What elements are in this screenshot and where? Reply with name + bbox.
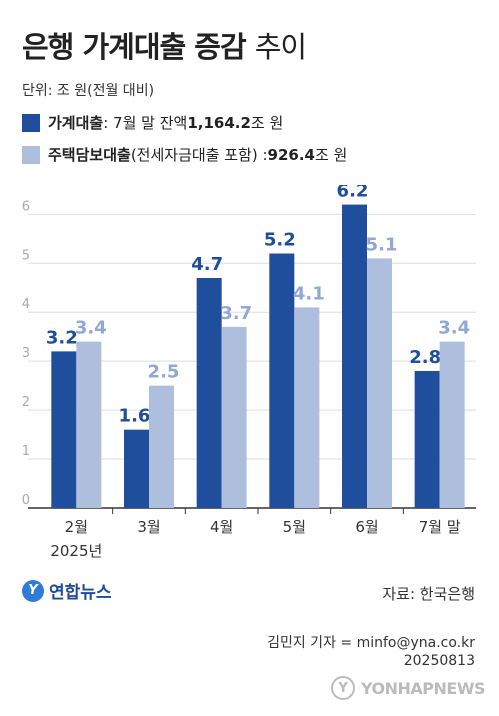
chart-title: 은행 가계대출 증감 추이 xyxy=(22,24,307,66)
data-label: 3.7 xyxy=(220,303,252,324)
yonhap-logo-text: 연합뉴스 xyxy=(49,583,112,603)
legend-desc-mortgage: (전세자금대출 포함) : xyxy=(130,146,268,164)
legend-value-household: 1,164.2 xyxy=(187,113,251,132)
year-label: 2025년 xyxy=(50,542,102,560)
date-line: 20250813 xyxy=(403,653,475,669)
credit-block: 김민지 기자 = minfo@yna.co.kr 20250813 xyxy=(267,634,475,670)
y-tick-label: 2 xyxy=(22,395,30,410)
y-tick-label: 6 xyxy=(22,199,30,214)
legend-item-mortgage: 주택담보대출 (전세자금대출 포함) : 926.4 조 원 xyxy=(22,144,347,165)
y-tick-label: 0 xyxy=(22,493,30,508)
bar xyxy=(221,326,247,508)
bar xyxy=(367,258,392,508)
data-label: 4.7 xyxy=(191,254,223,275)
x-tick-label: 2월 xyxy=(65,518,88,536)
legend-value-mortgage: 926.4 xyxy=(267,145,315,164)
legend-item-household-loans: 가계대출 : 7월 말 잔액 1,164.2 조 원 xyxy=(22,112,283,133)
bar xyxy=(76,341,102,508)
y-tick-label: 5 xyxy=(22,248,30,263)
data-label: 5.1 xyxy=(366,234,398,255)
data-label: 6.2 xyxy=(337,185,369,202)
title-main: 은행 가계대출 증감 xyxy=(22,30,247,64)
data-label: 4.1 xyxy=(293,283,325,304)
legend-name-mortgage: 주택담보대출 xyxy=(48,146,131,164)
bar xyxy=(196,277,222,508)
data-label: 5.2 xyxy=(264,230,296,251)
data-label: 2.8 xyxy=(409,347,441,368)
bar-chart: 01234563.23.42월1.62.53월4.73.74월5.24.15월6… xyxy=(22,185,476,560)
bar xyxy=(149,385,174,508)
unit-label: 단위: 조 원(전월 대비) xyxy=(22,83,155,99)
data-label: 1.6 xyxy=(119,406,151,427)
bar xyxy=(414,370,440,508)
bar xyxy=(269,253,295,508)
yonhap-logo: Y 연합뉴스 xyxy=(22,578,112,603)
data-label: 2.5 xyxy=(148,362,180,383)
watermark-text: YONHAPNEWS xyxy=(361,678,486,698)
x-tick-label: 3월 xyxy=(137,518,160,536)
legend-suffix-household: 조 원 xyxy=(250,114,284,132)
bar xyxy=(439,341,465,508)
data-label: 3.4 xyxy=(75,318,107,339)
legend-swatch-mortgage xyxy=(22,145,40,164)
bar xyxy=(342,204,367,509)
watermark-logo-icon: Y xyxy=(331,676,355,700)
bar xyxy=(51,351,77,508)
yonhap-logo-icon: Y xyxy=(22,579,44,602)
x-tick-label: 6월 xyxy=(355,518,378,536)
title-sub: 추이 xyxy=(254,30,307,64)
y-tick-label: 3 xyxy=(22,346,30,361)
y-tick-label: 4 xyxy=(22,297,30,312)
x-tick-label: 4월 xyxy=(210,518,233,536)
x-tick-label: 7월 말 xyxy=(419,518,461,536)
x-tick-label: 5월 xyxy=(283,518,306,536)
bar xyxy=(294,307,320,508)
legend-name-household: 가계대출 xyxy=(48,114,104,132)
legend-suffix-mortgage: 조 원 xyxy=(314,146,348,164)
data-label: 3.2 xyxy=(46,327,78,348)
y-tick-label: 1 xyxy=(22,444,30,459)
data-label: 3.4 xyxy=(438,318,470,339)
legend-desc-household: : 7월 말 잔액 xyxy=(103,114,188,132)
reporter-line: 김민지 기자 = minfo@yna.co.kr xyxy=(267,635,475,651)
legend-swatch-household xyxy=(22,113,40,132)
yonhap-watermark: Y YONHAPNEWS xyxy=(331,676,486,700)
source-label: 자료: 한국은행 xyxy=(382,585,475,603)
bar xyxy=(124,429,149,508)
